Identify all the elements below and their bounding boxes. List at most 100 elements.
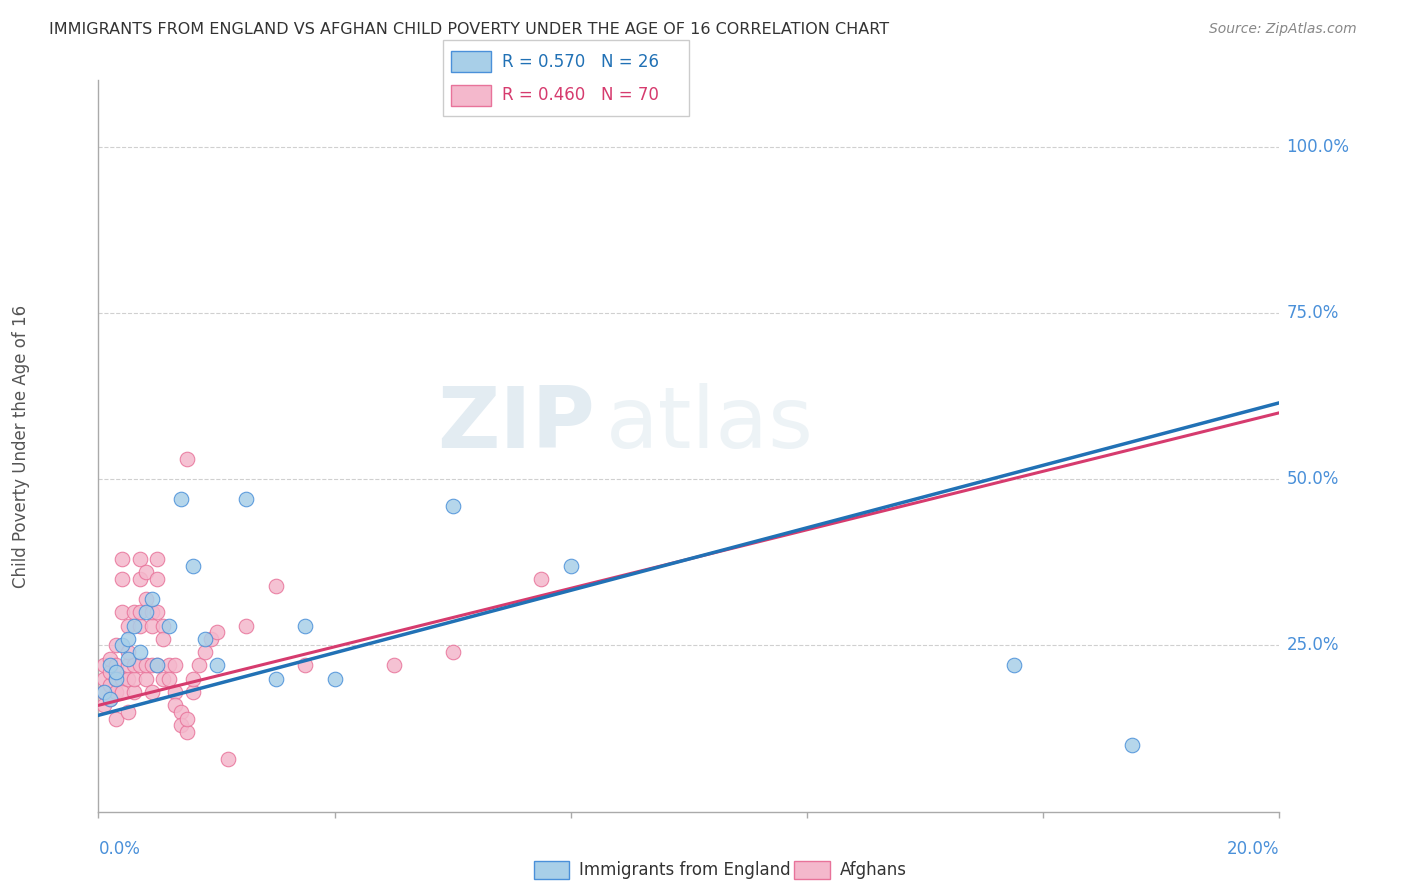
Point xyxy=(122,685,145,699)
Point xyxy=(111,685,134,699)
Point xyxy=(117,652,139,666)
Point xyxy=(187,658,209,673)
Point xyxy=(135,605,157,619)
Text: R = 0.570   N = 26: R = 0.570 N = 26 xyxy=(502,53,659,70)
Point xyxy=(294,658,316,673)
Point xyxy=(128,572,150,586)
Point xyxy=(117,645,139,659)
Point xyxy=(111,639,134,653)
Point xyxy=(93,672,115,686)
Text: Child Poverty Under the Age of 16: Child Poverty Under the Age of 16 xyxy=(13,304,30,588)
Point xyxy=(117,618,139,632)
Point xyxy=(530,572,553,586)
Point xyxy=(382,658,405,673)
Point xyxy=(111,572,134,586)
Point xyxy=(165,685,187,699)
Point xyxy=(181,558,204,573)
Point xyxy=(135,672,157,686)
Point xyxy=(1002,658,1025,673)
Point xyxy=(135,591,157,606)
Point xyxy=(560,558,582,573)
Point xyxy=(141,685,163,699)
Point xyxy=(323,672,346,686)
Point xyxy=(264,672,287,686)
Point xyxy=(170,492,193,507)
Text: ZIP: ZIP xyxy=(437,383,595,466)
Text: 0.0%: 0.0% xyxy=(98,840,141,858)
Point xyxy=(141,591,163,606)
Text: 20.0%: 20.0% xyxy=(1227,840,1279,858)
Point xyxy=(146,658,169,673)
Point xyxy=(128,658,150,673)
Point xyxy=(152,672,174,686)
Point xyxy=(194,632,217,646)
Point xyxy=(235,618,257,632)
Point xyxy=(157,618,180,632)
Point xyxy=(122,658,145,673)
Text: 75.0%: 75.0% xyxy=(1286,304,1339,322)
Point xyxy=(441,645,464,659)
Text: 100.0%: 100.0% xyxy=(1286,137,1350,156)
Point xyxy=(141,618,163,632)
Point xyxy=(141,605,163,619)
Point xyxy=(194,645,217,659)
Point xyxy=(117,705,139,719)
Point xyxy=(105,658,128,673)
Text: atlas: atlas xyxy=(606,383,814,466)
Point xyxy=(264,579,287,593)
Point xyxy=(146,658,169,673)
Point xyxy=(122,605,145,619)
Point xyxy=(93,685,115,699)
Point xyxy=(176,725,198,739)
Point xyxy=(128,645,150,659)
Point xyxy=(128,552,150,566)
Point xyxy=(170,705,193,719)
Point xyxy=(176,712,198,726)
Point xyxy=(294,618,316,632)
Point xyxy=(105,672,128,686)
Point xyxy=(217,751,239,765)
Point xyxy=(441,499,464,513)
Point xyxy=(165,698,187,713)
Point xyxy=(117,632,139,646)
Point xyxy=(122,672,145,686)
Point xyxy=(135,658,157,673)
Text: IMMIGRANTS FROM ENGLAND VS AFGHAN CHILD POVERTY UNDER THE AGE OF 16 CORRELATION : IMMIGRANTS FROM ENGLAND VS AFGHAN CHILD … xyxy=(49,22,890,37)
Point xyxy=(122,618,145,632)
Point xyxy=(146,605,169,619)
Point xyxy=(128,605,150,619)
Text: Afghans: Afghans xyxy=(839,861,907,879)
Point xyxy=(181,672,204,686)
Point xyxy=(152,618,174,632)
Text: 50.0%: 50.0% xyxy=(1286,470,1339,488)
Point xyxy=(105,672,128,686)
Point xyxy=(98,652,121,666)
Point xyxy=(181,685,204,699)
Point xyxy=(93,658,115,673)
Point xyxy=(176,452,198,467)
Point xyxy=(200,632,222,646)
Point xyxy=(146,552,169,566)
Point xyxy=(98,691,121,706)
Text: Source: ZipAtlas.com: Source: ZipAtlas.com xyxy=(1209,22,1357,37)
Point xyxy=(170,718,193,732)
Point xyxy=(157,672,180,686)
Point xyxy=(98,691,121,706)
Point xyxy=(105,685,128,699)
Point xyxy=(111,605,134,619)
Point xyxy=(105,712,128,726)
Point xyxy=(117,658,139,673)
Point xyxy=(128,618,150,632)
Point xyxy=(105,665,128,679)
Point xyxy=(93,685,115,699)
Point xyxy=(235,492,257,507)
Point xyxy=(165,658,187,673)
Point xyxy=(146,572,169,586)
Text: Immigrants from England: Immigrants from England xyxy=(579,861,792,879)
Point xyxy=(111,552,134,566)
Point xyxy=(105,639,128,653)
Point xyxy=(135,566,157,580)
Point xyxy=(98,678,121,692)
Point xyxy=(1121,738,1143,752)
Point xyxy=(205,625,228,640)
